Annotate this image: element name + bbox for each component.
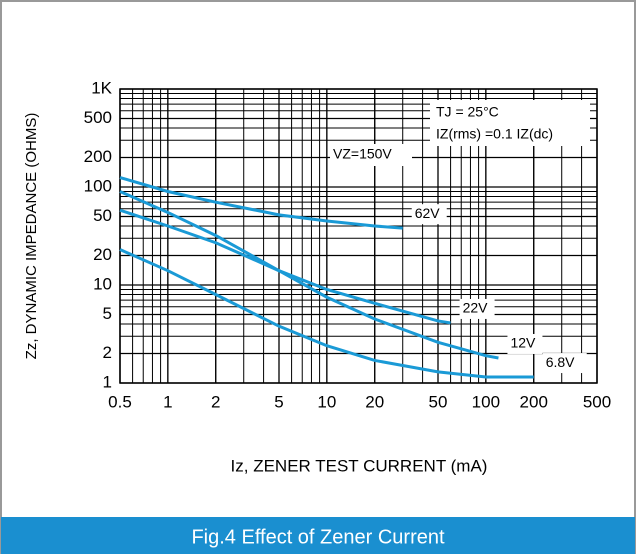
series-label-bg	[411, 204, 447, 225]
annotation: VZ=150V	[333, 146, 392, 162]
y-tick-label: 20	[93, 245, 112, 264]
x-tick-label: 0.5	[108, 392, 132, 411]
y-tick-label: 200	[84, 147, 112, 166]
x-tick-label: 500	[583, 392, 611, 411]
y-tick-label: 1	[103, 372, 112, 391]
series-label: 12V	[510, 335, 536, 351]
x-tick-label: 1	[163, 392, 172, 411]
x-tick-label: 10	[317, 392, 336, 411]
annotation-box	[330, 144, 412, 166]
y-axis-label: Zz, DYNAMIC IMPEDANCE (OHMS)	[23, 113, 40, 360]
annotation-box	[430, 100, 590, 146]
y-tick-label: 50	[93, 206, 112, 225]
y-tick-label: 1K	[91, 78, 112, 97]
x-tick-label: 100	[472, 392, 500, 411]
series-label-bg	[507, 333, 543, 354]
caption-bar	[1, 517, 635, 554]
series-label: 6.8V	[546, 354, 575, 370]
line	[119, 190, 499, 360]
plot-border	[119, 88, 598, 384]
line	[119, 208, 451, 325]
x-tick-label: 2	[211, 392, 220, 411]
x-tick-label: 50	[429, 392, 448, 411]
x-tick-label: 5	[274, 392, 283, 411]
y-tick-label: 100	[84, 176, 112, 195]
y-tick-label: 500	[84, 108, 112, 127]
line	[119, 248, 534, 379]
y-tick-label: 10	[93, 274, 112, 293]
series-label-bg	[459, 298, 495, 319]
y-tick-label: 2	[103, 343, 112, 362]
series-label: 62V	[415, 205, 441, 221]
series-label-bg	[542, 353, 587, 374]
x-tick-label: 200	[520, 392, 548, 411]
annotation: IZ(rms) =0.1 IZ(dc)	[436, 126, 553, 142]
chart-title: Fig.4 Effect of Zener Current	[191, 526, 445, 548]
series-label: 22V	[463, 300, 489, 316]
x-axis-label: Iz, ZENER TEST CURRENT (mA)	[231, 456, 488, 475]
line	[119, 176, 403, 230]
y-tick-label: 5	[103, 304, 112, 323]
x-tick-label: 20	[365, 392, 384, 411]
annotation: TJ = 25°C	[436, 104, 499, 120]
